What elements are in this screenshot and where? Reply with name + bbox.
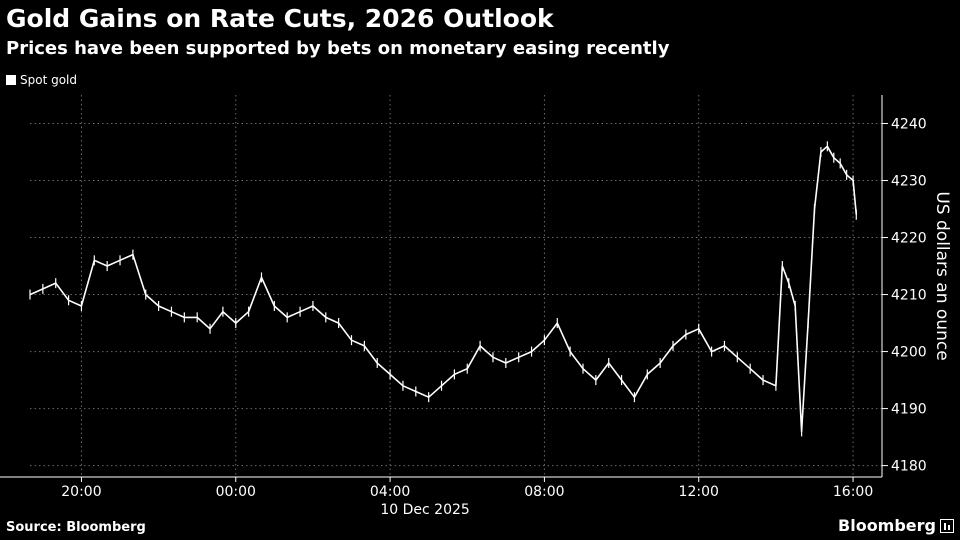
bloomberg-logo: Bloomberg	[838, 516, 936, 535]
xtick-label-0800: 08:00	[524, 484, 564, 500]
ytick-label-4200: 4200	[891, 345, 927, 361]
grid-layer	[30, 95, 882, 477]
series-spot-gold	[29, 141, 858, 437]
xtick-label-0400: 04:00	[370, 484, 410, 500]
ytick-label-4190: 4190	[891, 402, 927, 418]
xtick-label-1600: 16:00	[833, 484, 873, 500]
tick-labels: 4180 4190 4200 4210 4220 4230 4240 20:00 00:00 04…	[61, 117, 952, 518]
xtick-label-1200: 12:00	[679, 484, 719, 500]
axes-layer	[0, 95, 888, 482]
ytick-label-4210: 4210	[891, 288, 927, 304]
legend-swatch-spot-gold	[6, 75, 16, 85]
legend-label-spot-gold: Spot gold	[20, 73, 78, 87]
ytick-label-4240: 4240	[891, 117, 927, 133]
xaxis-date-label: 10 Dec 2025	[380, 502, 469, 518]
y-axis-title: US dollars an ounce	[932, 191, 952, 360]
chart-legend: Spot gold	[6, 73, 77, 87]
bloomberg-chart-icon	[940, 519, 954, 533]
chart-subtitle: Prices have been supported by bets on mo…	[6, 38, 670, 59]
ytick-label-4230: 4230	[891, 174, 927, 190]
ytick-label-4220: 4220	[891, 231, 927, 247]
chart-title: Gold Gains on Rate Cuts, 2026 Outlook	[6, 4, 554, 33]
source-note: Source: Bloomberg	[6, 520, 146, 535]
xtick-label-0000: 00:00	[216, 484, 256, 500]
series-line-spot-gold	[29, 145, 858, 433]
xtick-label-2000: 20:00	[61, 484, 101, 500]
ytick-label-4180: 4180	[891, 459, 927, 475]
